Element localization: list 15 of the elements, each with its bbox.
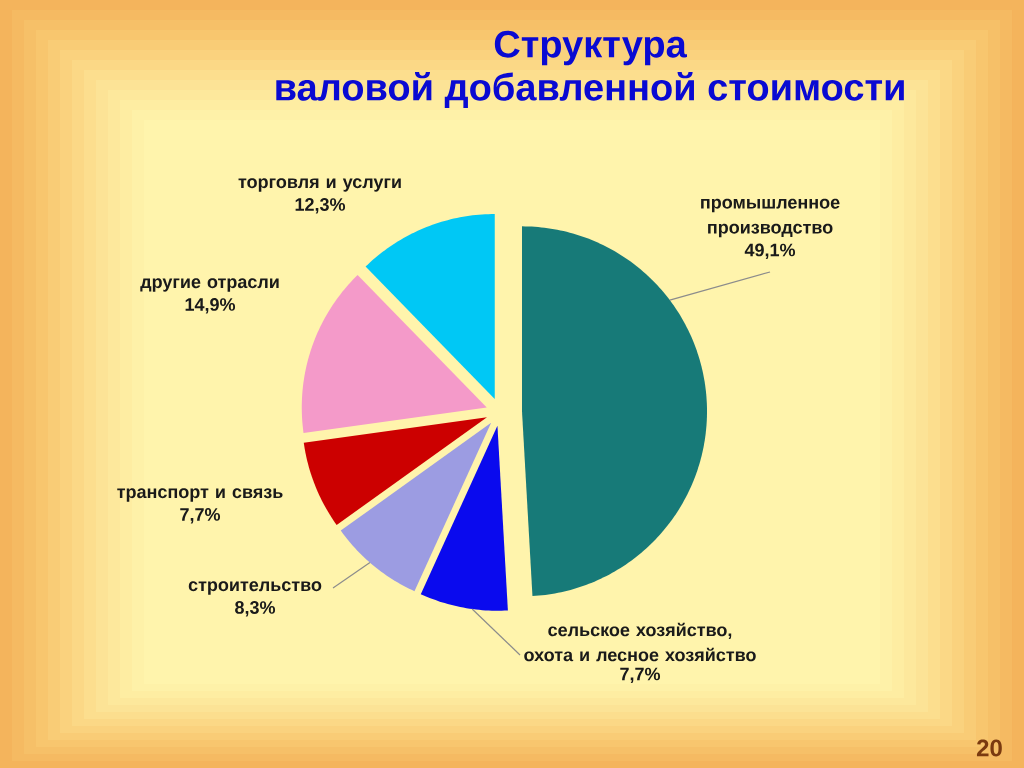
slice-label: сельское хозяйство, охота и лесное хозяйство: [524, 622, 756, 662]
chart-subtitle: валовой добавленной стоимости: [276, 72, 904, 108]
chart-title: Структура: [494, 30, 687, 66]
slice-label: строительство: [188, 581, 322, 595]
data-label: 7,7%: [180, 508, 221, 524]
data-label: 49,1%: [744, 243, 796, 259]
data-label: 14,9%: [185, 298, 236, 314]
data-label: 7,7%: [620, 667, 661, 683]
slice-label: промышленное производство: [701, 198, 840, 238]
slice-label: транспорт и связь: [117, 488, 283, 502]
data-label: 12,3%: [295, 198, 346, 214]
data-label: 8,3%: [235, 601, 276, 617]
text: 20: [976, 739, 1002, 757]
slice-label: торговля и услуги: [238, 178, 401, 192]
slice-label: другие отрасли: [140, 278, 279, 292]
